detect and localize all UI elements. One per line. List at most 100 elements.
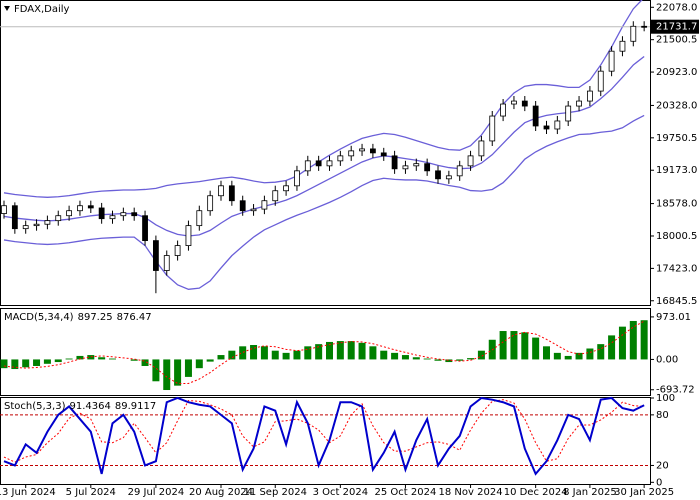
macd-panel	[0, 308, 651, 396]
x-tick-label: 3 Oct 2024	[313, 487, 368, 498]
macd-bar	[401, 355, 409, 360]
candle-body	[619, 40, 626, 52]
y-tick-label: 20328.0	[656, 100, 697, 111]
y-tick-label: 18000.5	[656, 231, 697, 242]
macd-bar	[391, 352, 399, 360]
dropdown-icon[interactable]	[4, 6, 10, 11]
candle-body	[33, 223, 40, 227]
bollinger-band	[3, 0, 643, 198]
x-tick-label: 18 Nov 2024	[439, 487, 503, 498]
y-tick-label: 0.00	[656, 354, 678, 365]
macd-bar	[98, 357, 106, 360]
candle-body	[174, 245, 181, 256]
candle-body	[489, 115, 496, 142]
x-tick-label: 25 Oct 2024	[375, 487, 437, 498]
bollinger-band	[3, 114, 645, 290]
candle-body	[66, 210, 72, 217]
panel-title: Stoch(5,3,3) 91.4364 89.9117	[4, 401, 156, 412]
candle-body	[435, 170, 441, 180]
macd-bar	[217, 355, 225, 360]
macd-bar	[467, 358, 475, 360]
macd-bar	[423, 358, 431, 360]
macd-bar	[65, 358, 73, 360]
macd-bar	[293, 350, 301, 360]
candle-body	[359, 148, 365, 152]
macd-bar	[152, 359, 160, 382]
candle-body	[315, 160, 322, 167]
x-tick-label: 20 Aug 2024	[189, 487, 253, 498]
candle-body	[391, 155, 398, 170]
candle-body	[87, 205, 94, 209]
candle-body	[163, 255, 170, 271]
macd-bar	[260, 346, 268, 360]
signal-value: 876.47	[117, 312, 152, 323]
macd-bar	[347, 341, 355, 360]
candle-body	[326, 160, 333, 167]
candle-body	[207, 195, 214, 212]
candle-body	[543, 125, 550, 130]
macd-bar	[282, 352, 290, 360]
macd-bar	[43, 359, 51, 364]
current-price-box	[651, 19, 699, 34]
macd-bar	[358, 342, 366, 360]
candle-body	[304, 160, 311, 172]
macd-bar	[369, 346, 377, 360]
macd-bar	[434, 359, 442, 361]
candle-body	[152, 240, 159, 271]
candle-body	[630, 25, 637, 42]
candle-body	[467, 155, 474, 167]
macd-bar	[174, 359, 182, 386]
candle-body	[109, 215, 116, 220]
macd-bar	[163, 359, 171, 391]
macd-bar	[380, 350, 388, 360]
candle-body	[44, 220, 51, 225]
x-tick-label: 8 Jan 2025	[563, 487, 617, 498]
macd-value: 897.25	[78, 312, 113, 323]
candle-body	[272, 190, 279, 202]
candle-body	[337, 155, 344, 162]
macd-bar	[412, 357, 420, 360]
macd-bar	[271, 350, 279, 360]
candle-body	[608, 50, 615, 72]
candle-body	[55, 215, 62, 222]
candle-body	[380, 152, 387, 157]
price-panel	[0, 0, 651, 306]
candle-body	[261, 200, 268, 210]
macd-bar	[315, 344, 323, 360]
y-tick-label: 19173.0	[656, 165, 697, 176]
macd-bar	[109, 358, 116, 360]
macd-bar	[532, 337, 540, 360]
candle-body	[641, 25, 648, 28]
macd-bar	[564, 355, 572, 360]
y-tick-label: 22078.0	[656, 2, 697, 13]
x-tick-label: 13 Jun 2024	[0, 487, 56, 498]
candle-body	[521, 100, 528, 107]
candle-body	[196, 210, 203, 227]
macd-bar	[304, 346, 312, 360]
candle-body	[98, 207, 105, 220]
macd-signal	[3, 320, 645, 384]
x-tick-label: 10 Dec 2024	[504, 487, 568, 498]
macd-bar	[130, 359, 138, 361]
macd-bar	[553, 352, 561, 360]
candle-body	[120, 212, 127, 217]
macd-bar	[575, 352, 583, 360]
panel-title: MACD(5,34,4) 897.25 876.47	[4, 312, 152, 323]
macd-bar	[195, 359, 203, 369]
candle-body	[218, 185, 224, 197]
macd-bar	[76, 355, 84, 360]
candle-body	[413, 163, 420, 167]
candle-body	[1, 205, 7, 214]
stoch-signal-value: 89.9117	[115, 401, 156, 412]
macd-bar	[206, 359, 214, 362]
candle-body	[250, 208, 257, 212]
chart-title-text: FDAX,Daily	[14, 4, 70, 15]
macd-bar	[184, 359, 192, 377]
y-tick-label: 100	[656, 393, 675, 404]
macd-bar	[510, 331, 518, 360]
macd-bar	[326, 341, 333, 360]
macd-bar	[608, 335, 616, 360]
y-tick-label: 17423.0	[656, 263, 697, 274]
stoch-main	[3, 396, 645, 476]
